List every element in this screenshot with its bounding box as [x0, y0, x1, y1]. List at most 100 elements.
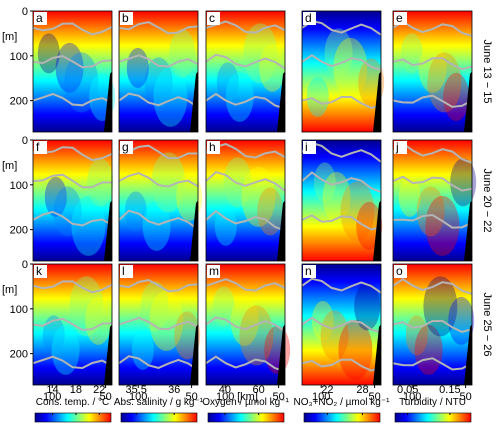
- panel-frame: [301, 139, 382, 262]
- panel-letter: b: [122, 11, 129, 25]
- contour-line: [301, 96, 382, 109]
- panel-letter-box: [120, 265, 133, 278]
- panel-frame: [392, 139, 473, 262]
- y-tick-label: 100: [10, 51, 28, 63]
- contour-line: [301, 316, 382, 334]
- panel-letter: m: [209, 264, 219, 278]
- colorbar-title: Oxygen / µmol kg⁻¹: [202, 397, 289, 408]
- panel-frame: [205, 263, 286, 386]
- field-patch: [333, 37, 368, 98]
- x-tick-label: 50: [459, 391, 471, 403]
- field-patch: [354, 282, 381, 331]
- contour-line: [118, 209, 199, 231]
- seafloor: [373, 200, 381, 261]
- panel-letter-box: [120, 141, 133, 154]
- colorbar: [207, 412, 285, 423]
- contour-line: [32, 173, 112, 189]
- x-unit-label: [km]: [237, 391, 258, 403]
- axes-labels: 0 100 200 [m] 0 100 200 [m] 0 100 200 [m] 100 50 100 50…: [2, 6, 472, 403]
- field-patch: [320, 310, 349, 361]
- panel-letter: i: [305, 140, 308, 154]
- panel-j: j: [392, 139, 477, 262]
- panel-letter-box: [303, 12, 316, 25]
- seafloor: [464, 324, 472, 385]
- panel-field: [302, 140, 381, 261]
- field-patch: [425, 195, 460, 256]
- y-unit-label: [m]: [2, 31, 17, 43]
- field-patch: [241, 166, 276, 227]
- field-patch: [42, 315, 65, 356]
- x-tick-label: 100: [216, 391, 234, 403]
- field-patch: [418, 42, 447, 93]
- panel-field: [33, 11, 112, 132]
- panel-frame: [392, 10, 473, 133]
- panel-field: [206, 140, 285, 261]
- contour-line: [301, 277, 382, 294]
- field-patch: [131, 329, 154, 370]
- panel-l: l: [118, 263, 201, 386]
- panel-field: [302, 11, 381, 132]
- panel-field: [119, 264, 198, 385]
- field-patch: [151, 152, 186, 213]
- field-patch: [140, 281, 169, 332]
- seafloor: [277, 324, 285, 385]
- panel-field: [119, 11, 198, 132]
- panel-letter-box: [394, 265, 407, 278]
- panel-letter: c: [209, 11, 215, 25]
- colorbar-title: Cons. temp. / °C: [36, 397, 109, 408]
- panel-letter: h: [209, 140, 216, 154]
- panel-field: [393, 140, 472, 261]
- panel-frame: [32, 263, 113, 386]
- field-patch: [311, 300, 334, 341]
- y-tick-label: 200: [10, 349, 28, 361]
- panel-letter-box: [34, 12, 47, 25]
- colorbar-tick-label: 28: [356, 384, 368, 396]
- field-patch: [142, 200, 171, 251]
- panel-letter: k: [36, 264, 43, 278]
- panel-letter: n: [305, 264, 312, 278]
- contour-line: [205, 316, 286, 333]
- y-tick-label: 0: [22, 135, 28, 147]
- panel-n: n: [301, 263, 382, 386]
- contour-line: [32, 55, 113, 69]
- contour-line: [301, 171, 382, 193]
- field-patch: [225, 71, 254, 122]
- panel-letter: f: [36, 140, 40, 154]
- field-patch: [416, 186, 445, 237]
- panel-h: h: [205, 139, 286, 262]
- field-patch: [257, 187, 284, 236]
- contour-line: [205, 170, 286, 192]
- colorbar-tick-label: 22: [321, 384, 333, 396]
- x-tick-label: 100: [403, 391, 421, 403]
- contour-line: [392, 175, 473, 192]
- seafloor: [464, 200, 472, 261]
- field-patch: [450, 158, 477, 207]
- panel-letter-box: [120, 12, 133, 25]
- contour-line: [392, 357, 473, 371]
- seafloor: [190, 71, 198, 132]
- y-tick-label: 100: [10, 180, 28, 192]
- row-date-label: June 13 − 15: [481, 40, 493, 104]
- y-tick-label: 200: [10, 225, 28, 237]
- panel-letter: a: [36, 11, 43, 25]
- field-patch: [44, 176, 67, 217]
- contour-line: [118, 355, 199, 371]
- panel-letter: l: [122, 264, 125, 278]
- x-tick-label: 50: [185, 391, 197, 403]
- panel-frame: [392, 263, 473, 386]
- y-unit-label: [m]: [2, 160, 17, 172]
- contour-line: [392, 94, 473, 108]
- x-tick-label: 50: [272, 391, 284, 403]
- panel-frame: [205, 139, 286, 262]
- field-patch: [400, 33, 423, 74]
- contour-line: [118, 21, 199, 35]
- panel-frame: [301, 263, 382, 386]
- seafloor: [190, 200, 198, 261]
- colorbar-tick-label: 35.5: [125, 384, 146, 396]
- contour-line: [32, 317, 113, 332]
- contour-line: [118, 54, 199, 68]
- colorbar-tick-label: 0.05: [397, 384, 418, 396]
- field-patch: [169, 29, 196, 78]
- panel-field: [33, 140, 112, 261]
- seafloor: [373, 324, 381, 385]
